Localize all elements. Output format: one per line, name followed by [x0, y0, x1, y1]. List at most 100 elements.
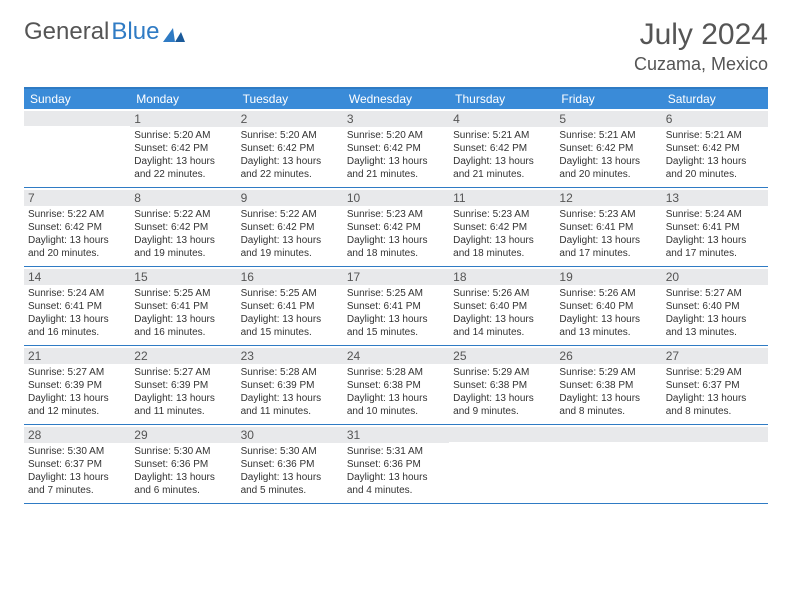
day-number: 1: [130, 111, 236, 127]
day-number: 27: [662, 348, 768, 364]
day-cell: 15 Sunrise: 5:25 AMSunset: 6:41 PMDayligh…: [130, 267, 236, 345]
weekday-header: Saturday: [662, 89, 768, 109]
week-row: 7Sunrise: 5:22 AMSunset: 6:42 PMDaylight…: [24, 188, 768, 267]
day-cell: 10Sunrise: 5:23 AMSunset: 6:42 PMDayligh…: [343, 188, 449, 266]
day-number: 15: [130, 269, 236, 285]
day-cell: 3 Sunrise: 5:20 AMSunset: 6:42 PMDaylight…: [343, 109, 449, 187]
day-cell: [662, 425, 768, 503]
weeks-container: 1 Sunrise: 5:20 AMSunset: 6:42 PMDaylight…: [24, 109, 768, 504]
day-details: Sunrise: 5:23 AMSunset: 6:42 PMDaylight:…: [453, 208, 551, 260]
day-details: Sunrise: 5:30 AMSunset: 6:37 PMDaylight:…: [28, 445, 126, 497]
day-details: Sunrise: 5:28 AMSunset: 6:38 PMDaylight:…: [347, 366, 445, 418]
logo-icon: [163, 26, 185, 42]
day-cell: 19Sunrise: 5:26 AMSunset: 6:40 PMDayligh…: [555, 267, 661, 345]
day-number: 4: [449, 111, 555, 127]
day-details: Sunrise: 5:22 AMSunset: 6:42 PMDaylight:…: [241, 208, 339, 260]
day-number: 6: [662, 111, 768, 127]
day-cell: 4 Sunrise: 5:21 AMSunset: 6:42 PMDaylight…: [449, 109, 555, 187]
day-number: [662, 427, 768, 442]
day-cell: [449, 425, 555, 503]
day-details: Sunrise: 5:29 AMSunset: 6:38 PMDaylight:…: [453, 366, 551, 418]
day-details: Sunrise: 5:30 AMSunset: 6:36 PMDaylight:…: [134, 445, 232, 497]
header-row: GeneralBlue July 2024 Cuzama, Mexico: [24, 18, 768, 75]
day-cell: [24, 109, 130, 187]
logo: GeneralBlue: [24, 18, 185, 46]
day-number: 17: [343, 269, 449, 285]
day-cell: 9Sunrise: 5:22 AMSunset: 6:42 PMDaylight…: [237, 188, 343, 266]
day-number: 25: [449, 348, 555, 364]
day-cell: 17 Sunrise: 5:25 AMSunset: 6:41 PMDayligh…: [343, 267, 449, 345]
weekday-header-row: SundayMondayTuesdayWednesdayThursdayFrid…: [24, 89, 768, 109]
day-cell: 31 Sunrise: 5:31 AMSunset: 6:36 PMDayligh…: [343, 425, 449, 503]
day-number: 2: [237, 111, 343, 127]
day-details: Sunrise: 5:24 AMSunset: 6:41 PMDaylight:…: [28, 287, 126, 339]
day-cell: 27Sunrise: 5:29 AMSunset: 6:37 PMDayligh…: [662, 346, 768, 424]
month-title: July 2024: [634, 18, 768, 52]
day-cell: 30 Sunrise: 5:30 AMSunset: 6:36 PMDayligh…: [237, 425, 343, 503]
day-number: [24, 111, 130, 126]
day-cell: 2 Sunrise: 5:20 AMSunset: 6:42 PMDaylight…: [237, 109, 343, 187]
day-number: 3: [343, 111, 449, 127]
weekday-header: Monday: [130, 89, 236, 109]
day-number: [555, 427, 661, 442]
day-cell: 11 Sunrise: 5:23 AMSunset: 6:42 PMDayligh…: [449, 188, 555, 266]
day-number: 8: [130, 190, 236, 206]
day-number: 21: [24, 348, 130, 364]
day-number: 23: [237, 348, 343, 364]
day-number: 30: [237, 427, 343, 443]
day-cell: 25 Sunrise: 5:29 AMSunset: 6:38 PMDayligh…: [449, 346, 555, 424]
day-details: Sunrise: 5:22 AMSunset: 6:42 PMDaylight:…: [28, 208, 126, 260]
week-row: 28 Sunrise: 5:30 AMSunset: 6:37 PMDayligh…: [24, 425, 768, 504]
title-block: July 2024 Cuzama, Mexico: [634, 18, 768, 75]
weekday-header: Friday: [555, 89, 661, 109]
day-cell: 5Sunrise: 5:21 AMSunset: 6:42 PMDaylight…: [555, 109, 661, 187]
weekday-header: Sunday: [24, 89, 130, 109]
day-number: 11: [449, 190, 555, 206]
day-details: Sunrise: 5:23 AMSunset: 6:41 PMDaylight:…: [559, 208, 657, 260]
day-details: Sunrise: 5:25 AMSunset: 6:41 PMDaylight:…: [134, 287, 232, 339]
day-details: Sunrise: 5:29 AMSunset: 6:38 PMDaylight:…: [559, 366, 657, 418]
weekday-header: Tuesday: [237, 89, 343, 109]
day-cell: 26Sunrise: 5:29 AMSunset: 6:38 PMDayligh…: [555, 346, 661, 424]
logo-text-1: General: [24, 18, 109, 46]
week-row: 14 Sunrise: 5:24 AMSunset: 6:41 PMDayligh…: [24, 267, 768, 346]
day-details: Sunrise: 5:21 AMSunset: 6:42 PMDaylight:…: [453, 129, 551, 181]
day-number: 29: [130, 427, 236, 443]
day-number: 24: [343, 348, 449, 364]
day-details: Sunrise: 5:20 AMSunset: 6:42 PMDaylight:…: [241, 129, 339, 181]
day-cell: 24 Sunrise: 5:28 AMSunset: 6:38 PMDayligh…: [343, 346, 449, 424]
day-details: Sunrise: 5:25 AMSunset: 6:41 PMDaylight:…: [241, 287, 339, 339]
day-cell: 29 Sunrise: 5:30 AMSunset: 6:36 PMDayligh…: [130, 425, 236, 503]
day-number: 31: [343, 427, 449, 443]
day-number: 28: [24, 427, 130, 443]
day-number: 16: [237, 269, 343, 285]
day-details: Sunrise: 5:27 AMSunset: 6:39 PMDaylight:…: [28, 366, 126, 418]
day-number: 22: [130, 348, 236, 364]
day-cell: 8 Sunrise: 5:22 AMSunset: 6:42 PMDaylight…: [130, 188, 236, 266]
day-details: Sunrise: 5:30 AMSunset: 6:36 PMDaylight:…: [241, 445, 339, 497]
day-details: Sunrise: 5:25 AMSunset: 6:41 PMDaylight:…: [347, 287, 445, 339]
day-cell: 18Sunrise: 5:26 AMSunset: 6:40 PMDayligh…: [449, 267, 555, 345]
day-number: 14: [24, 269, 130, 285]
day-details: Sunrise: 5:22 AMSunset: 6:42 PMDaylight:…: [134, 208, 232, 260]
day-details: Sunrise: 5:31 AMSunset: 6:36 PMDaylight:…: [347, 445, 445, 497]
day-details: Sunrise: 5:28 AMSunset: 6:39 PMDaylight:…: [241, 366, 339, 418]
day-number: 12: [555, 190, 661, 206]
day-details: Sunrise: 5:20 AMSunset: 6:42 PMDaylight:…: [347, 129, 445, 181]
day-details: Sunrise: 5:21 AMSunset: 6:42 PMDaylight:…: [559, 129, 657, 181]
weekday-header: Wednesday: [343, 89, 449, 109]
day-cell: 7 Sunrise: 5:22 AMSunset: 6:42 PMDaylight…: [24, 188, 130, 266]
day-cell: 12 Sunrise: 5:23 AMSunset: 6:41 PMDayligh…: [555, 188, 661, 266]
weekday-header: Thursday: [449, 89, 555, 109]
calendar: SundayMondayTuesdayWednesdayThursdayFrid…: [24, 87, 768, 504]
logo-text-2: Blue: [111, 18, 159, 46]
day-details: Sunrise: 5:20 AMSunset: 6:42 PMDaylight:…: [134, 129, 232, 181]
week-row: 1 Sunrise: 5:20 AMSunset: 6:42 PMDaylight…: [24, 109, 768, 188]
day-number: 18: [449, 269, 555, 285]
day-cell: 6Sunrise: 5:21 AMSunset: 6:42 PMDaylight…: [662, 109, 768, 187]
day-cell: 20Sunrise: 5:27 AMSunset: 6:40 PMDayligh…: [662, 267, 768, 345]
day-details: Sunrise: 5:26 AMSunset: 6:40 PMDaylight:…: [559, 287, 657, 339]
location-title: Cuzama, Mexico: [634, 54, 768, 75]
day-cell: 16 Sunrise: 5:25 AMSunset: 6:41 PMDayligh…: [237, 267, 343, 345]
day-number: 7: [24, 190, 130, 206]
